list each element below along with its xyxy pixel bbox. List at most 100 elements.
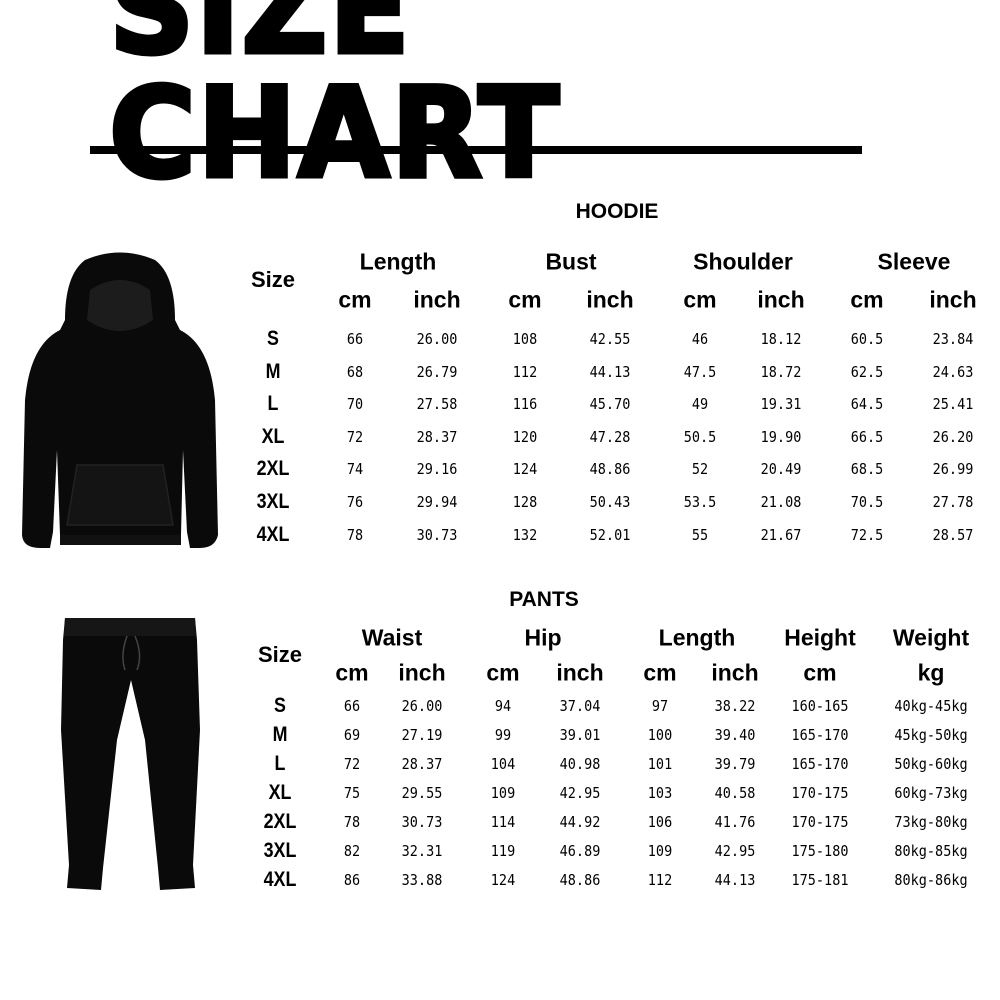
table-cell: 80kg-85kg — [894, 842, 968, 860]
table-cell: 78 — [343, 813, 361, 831]
unit-header: inch — [757, 286, 805, 313]
table-cell: 124 — [490, 871, 516, 889]
table-cell: 109 — [647, 842, 673, 860]
table-cell: 28.57 — [932, 526, 974, 544]
table-cell: 42.95 — [559, 784, 601, 802]
size-label: 4XL — [256, 523, 290, 546]
table-cell: 170-175 — [791, 813, 849, 831]
table-cell: 29.16 — [416, 460, 458, 478]
table-cell: 66 — [346, 330, 364, 348]
table-cell: 119 — [490, 842, 516, 860]
table-cell: 76 — [346, 493, 364, 511]
table-cell: 55 — [691, 526, 709, 544]
table-cell: 19.90 — [760, 428, 802, 446]
table-cell: 45.70 — [589, 395, 631, 413]
table-cell: 50.5 — [683, 428, 717, 446]
table-cell: 60kg-73kg — [894, 784, 968, 802]
table-cell: 26.79 — [416, 363, 458, 381]
table-cell: 44.13 — [589, 363, 631, 381]
table-cell: 27.58 — [416, 395, 458, 413]
table-cell: 165-170 — [791, 726, 849, 744]
table-cell: 29.94 — [416, 493, 458, 511]
size-label: 2XL — [256, 457, 290, 480]
table-cell: 114 — [490, 813, 516, 831]
table-cell: 80kg-86kg — [894, 871, 968, 889]
table-cell: 50kg-60kg — [894, 755, 968, 773]
table-cell: 25.41 — [932, 395, 974, 413]
table-cell: 69 — [343, 726, 361, 744]
size-label: 4XL — [263, 868, 297, 891]
table-cell: 40kg-45kg — [894, 697, 968, 715]
table-cell: 175-180 — [791, 842, 849, 860]
table-cell: 64.5 — [850, 395, 884, 413]
unit-header: cm — [335, 659, 369, 686]
table-cell: 170-175 — [791, 784, 849, 802]
table-cell: 42.95 — [714, 842, 756, 860]
table-cell: 52 — [691, 460, 709, 478]
table-cell: 19.31 — [760, 395, 802, 413]
size-header: Size — [257, 642, 303, 667]
table-cell: 60.5 — [850, 330, 884, 348]
table-cell: 112 — [512, 363, 538, 381]
table-cell: 106 — [647, 813, 673, 831]
table-cell: 28.37 — [416, 428, 458, 446]
size-label: M — [272, 723, 288, 746]
hoodie-image — [22, 252, 218, 548]
page-title: SIZE CHART — [90, 0, 862, 199]
table-cell: 47.28 — [589, 428, 631, 446]
table-cell: 21.67 — [760, 526, 802, 544]
size-label: 3XL — [263, 839, 297, 862]
table-cell: 128 — [512, 493, 538, 511]
table-cell: 40.98 — [559, 755, 601, 773]
table-cell: 45kg-50kg — [894, 726, 968, 744]
table-cell: 18.72 — [760, 363, 802, 381]
table-cell: 100 — [647, 726, 673, 744]
column-group-header: Length — [658, 624, 736, 651]
column-group-header: Sleeve — [877, 248, 951, 275]
unit-header: inch — [413, 286, 461, 313]
table-cell: 70.5 — [850, 493, 884, 511]
table-cell: 132 — [512, 526, 538, 544]
size-label: L — [274, 752, 286, 775]
table-cell: 68.5 — [850, 460, 884, 478]
table-cell: 29.55 — [401, 784, 443, 802]
column-group-header: Length — [359, 248, 437, 275]
pants-image — [61, 618, 200, 890]
unit-header: inch — [556, 659, 604, 686]
table-cell: 28.37 — [401, 755, 443, 773]
size-label: XL — [268, 781, 292, 804]
table-cell: 39.79 — [714, 755, 756, 773]
unit-header: cm — [338, 286, 372, 313]
column-group-header: Hip — [524, 624, 562, 651]
unit-header: cm — [643, 659, 677, 686]
column-group-header: Waist — [361, 624, 423, 651]
size-label: S — [267, 327, 279, 350]
table-cell: 75 — [343, 784, 361, 802]
table-cell: 20.49 — [760, 460, 802, 478]
table-cell: 82 — [343, 842, 361, 860]
table-cell: 103 — [647, 784, 673, 802]
table-cell: 70 — [346, 395, 364, 413]
table-cell: 27.19 — [401, 726, 443, 744]
size-header: Size — [250, 267, 296, 292]
table-cell: 32.31 — [401, 842, 443, 860]
table-cell: 42.55 — [589, 330, 631, 348]
table-cell: 24.63 — [932, 363, 974, 381]
table-cell: 99 — [494, 726, 512, 744]
table-cell: 46.89 — [559, 842, 601, 860]
table-cell: 41.76 — [714, 813, 756, 831]
table-cell: 108 — [512, 330, 538, 348]
size-label: L — [267, 392, 279, 415]
table-cell: 165-170 — [791, 755, 849, 773]
table-cell: 120 — [512, 428, 538, 446]
table-cell: 72 — [343, 755, 361, 773]
table-cell: 49 — [691, 395, 709, 413]
table-cell: 73kg-80kg — [894, 813, 968, 831]
table-cell: 52.01 — [589, 526, 631, 544]
table-cell: 97 — [651, 697, 669, 715]
table-cell: 27.78 — [932, 493, 974, 511]
section-title: HOODIE — [575, 200, 659, 223]
table-cell: 30.73 — [416, 526, 458, 544]
table-cell: 38.22 — [714, 697, 756, 715]
table-cell: 66.5 — [850, 428, 884, 446]
